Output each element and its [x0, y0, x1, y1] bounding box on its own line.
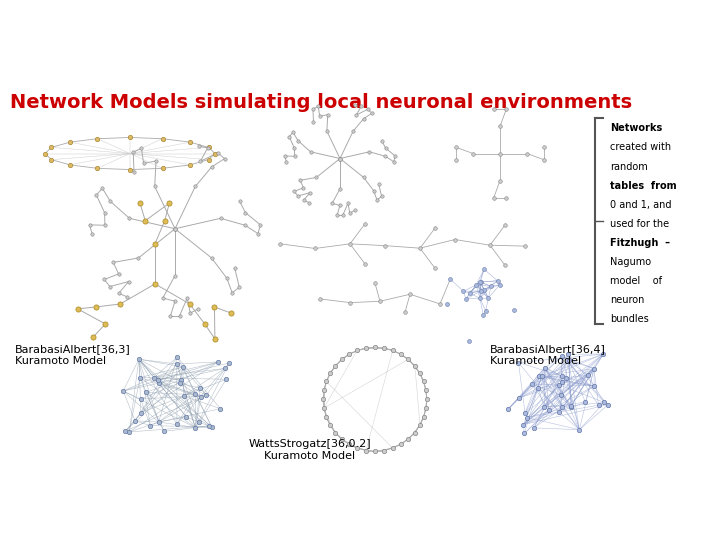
Point: [114, 300, 126, 308]
Point: [388, 157, 400, 166]
Point: [565, 401, 577, 410]
Point: [149, 280, 161, 288]
Point: [360, 343, 372, 352]
Point: [189, 182, 201, 191]
Point: [324, 369, 336, 377]
Point: [404, 290, 415, 299]
Point: [210, 149, 221, 158]
Point: [226, 288, 238, 297]
Text: Nagumo: Nagumo: [610, 257, 651, 267]
Point: [358, 114, 369, 123]
Point: [499, 221, 510, 230]
Point: [184, 309, 196, 318]
Point: [157, 294, 168, 302]
Point: [519, 409, 531, 417]
Point: [336, 355, 347, 363]
Point: [130, 416, 141, 425]
Point: [474, 278, 485, 286]
Point: [165, 312, 176, 320]
Point: [184, 300, 195, 308]
Point: [395, 440, 407, 449]
Point: [117, 387, 129, 395]
Point: [219, 154, 230, 163]
Text: Fitzhugh  –: Fitzhugh –: [610, 238, 670, 248]
Point: [64, 160, 76, 169]
Point: [429, 264, 441, 273]
Point: [220, 375, 232, 383]
Point: [91, 164, 103, 173]
Point: [99, 208, 110, 217]
Point: [518, 429, 530, 438]
Point: [203, 422, 215, 430]
Point: [534, 372, 545, 381]
Point: [344, 209, 356, 218]
Point: [580, 398, 591, 407]
Point: [326, 199, 338, 208]
Point: [174, 379, 185, 387]
Point: [305, 188, 316, 197]
Point: [45, 143, 57, 152]
Text: used for the: used for the: [610, 219, 669, 229]
Point: [171, 360, 183, 368]
Point: [240, 208, 251, 217]
Point: [553, 408, 564, 416]
Point: [464, 289, 476, 298]
Point: [124, 214, 135, 222]
Point: [181, 413, 192, 421]
Point: [475, 287, 487, 295]
Point: [450, 156, 462, 164]
Point: [225, 309, 237, 318]
Point: [234, 197, 246, 206]
Point: [310, 173, 322, 182]
Point: [331, 211, 343, 219]
Point: [221, 274, 233, 282]
Point: [171, 353, 183, 361]
Point: [99, 221, 111, 230]
Point: [322, 110, 333, 119]
Point: [369, 343, 381, 352]
Point: [538, 143, 549, 152]
Point: [321, 127, 333, 136]
Point: [175, 376, 186, 384]
Point: [284, 132, 295, 141]
Point: [379, 241, 391, 250]
Point: [206, 163, 217, 171]
Point: [387, 444, 399, 453]
Point: [369, 279, 381, 287]
Point: [593, 401, 604, 409]
Point: [91, 191, 102, 199]
Point: [39, 149, 50, 158]
Point: [125, 165, 136, 174]
Point: [206, 254, 217, 262]
Point: [159, 217, 171, 225]
Point: [138, 159, 150, 168]
Point: [239, 221, 251, 230]
Point: [588, 382, 600, 390]
Point: [233, 283, 245, 292]
Point: [169, 225, 181, 233]
Point: [343, 350, 355, 359]
Point: [494, 149, 505, 158]
Point: [195, 393, 207, 402]
Point: [215, 214, 226, 222]
Point: [174, 312, 185, 320]
Point: [560, 374, 572, 382]
Point: [414, 244, 426, 253]
Point: [274, 239, 286, 248]
Point: [312, 102, 324, 111]
Point: [310, 244, 321, 253]
Text: BarabasiAlbert[36,3]
Kuramoto Model: BarabasiAlbert[36,3] Kuramoto Model: [15, 344, 131, 366]
Point: [157, 134, 168, 143]
Point: [292, 192, 304, 200]
Point: [494, 176, 505, 185]
Point: [281, 157, 292, 166]
Point: [135, 144, 147, 153]
Point: [557, 402, 568, 411]
Point: [84, 220, 95, 229]
Point: [132, 254, 144, 262]
Point: [556, 377, 567, 386]
Point: [294, 176, 306, 185]
Point: [189, 423, 201, 432]
Point: [72, 305, 84, 313]
Point: [464, 337, 475, 346]
